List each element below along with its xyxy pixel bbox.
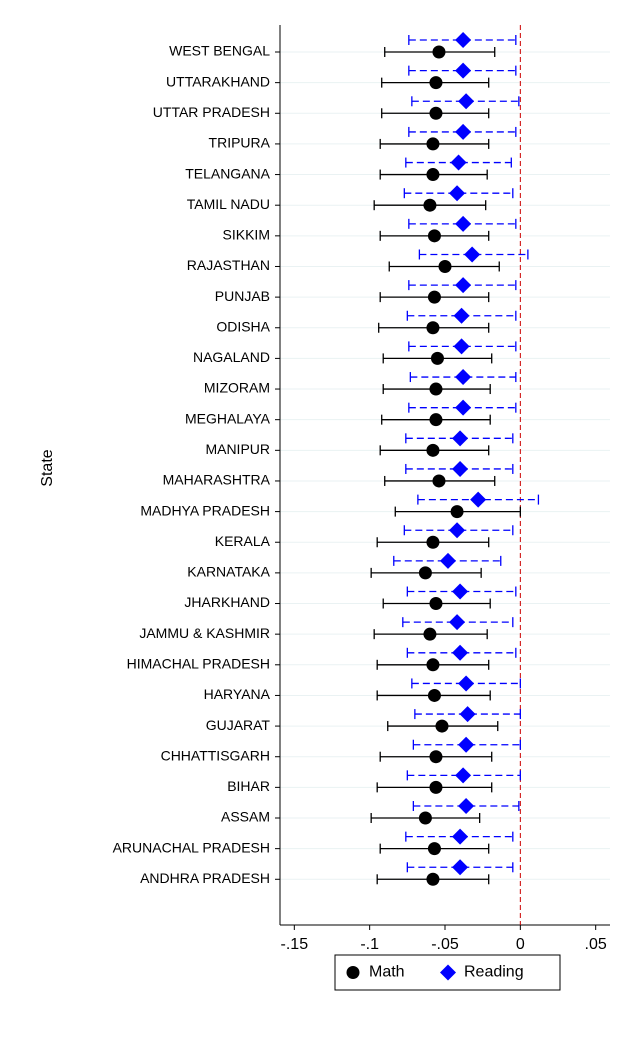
point bbox=[426, 443, 440, 457]
point bbox=[452, 644, 469, 661]
point bbox=[452, 460, 469, 477]
point bbox=[429, 597, 443, 611]
y-tick-label: PUNJAB bbox=[215, 288, 270, 304]
y-tick-label: CHHATTISGARH bbox=[161, 747, 270, 763]
y-tick-label: HIMACHAL PRADESH bbox=[127, 656, 270, 672]
point bbox=[458, 93, 475, 110]
y-tick-label: MEGHALAYA bbox=[185, 410, 271, 426]
point bbox=[440, 552, 457, 569]
point bbox=[455, 767, 472, 784]
legend-label: Reading bbox=[464, 964, 524, 981]
y-tick-label: GUJARAT bbox=[206, 717, 271, 733]
y-axis-title: State bbox=[39, 449, 56, 486]
point bbox=[418, 566, 432, 580]
point bbox=[427, 229, 441, 243]
point bbox=[426, 168, 440, 182]
point bbox=[455, 277, 472, 294]
point bbox=[426, 658, 440, 672]
legend-marker bbox=[346, 966, 360, 979]
y-tick-label: HARYANA bbox=[204, 686, 271, 702]
y-tick-label: TAMIL NADU bbox=[187, 196, 270, 212]
point bbox=[452, 828, 469, 845]
point bbox=[464, 246, 481, 263]
point bbox=[453, 338, 470, 355]
y-tick-label: ARUNACHAL PRADESH bbox=[113, 839, 270, 855]
x-tick-label: -.1 bbox=[360, 936, 379, 953]
y-tick-label: ANDHRA PRADESH bbox=[140, 870, 270, 886]
y-tick-label: MADHYA PRADESH bbox=[140, 502, 270, 518]
y-tick-label: MANIPUR bbox=[205, 441, 270, 457]
y-tick-label: UTTAR PRADESH bbox=[153, 104, 270, 120]
point bbox=[426, 137, 440, 151]
x-tick-label: -.15 bbox=[281, 936, 309, 953]
y-tick-label: JHARKHAND bbox=[184, 594, 270, 610]
point bbox=[455, 399, 472, 416]
y-tick-label: MIZORAM bbox=[204, 380, 270, 396]
y-tick-label: BIHAR bbox=[227, 778, 270, 794]
point bbox=[452, 583, 469, 600]
y-tick-label: TELANGANA bbox=[185, 165, 270, 181]
point bbox=[449, 522, 466, 539]
point bbox=[426, 535, 440, 549]
y-tick-label: JAMMU & KASHMIR bbox=[139, 625, 270, 641]
point bbox=[432, 45, 446, 59]
point bbox=[423, 198, 437, 212]
y-tick-label: ODISHA bbox=[216, 318, 270, 334]
point bbox=[418, 811, 432, 825]
point bbox=[435, 719, 449, 733]
point bbox=[429, 76, 443, 90]
point bbox=[429, 382, 443, 396]
y-tick-label: RAJASTHAN bbox=[187, 257, 270, 273]
point bbox=[449, 185, 466, 202]
y-tick-label: UTTARAKHAND bbox=[166, 73, 270, 89]
x-tick-label: 0 bbox=[516, 936, 525, 953]
point bbox=[455, 62, 472, 79]
point bbox=[452, 859, 469, 876]
y-tick-label: KERALA bbox=[215, 533, 271, 549]
point bbox=[449, 614, 466, 631]
point bbox=[426, 872, 440, 886]
y-tick-label: TRIPURA bbox=[209, 135, 271, 151]
point bbox=[426, 321, 440, 335]
point bbox=[423, 627, 437, 641]
point bbox=[452, 430, 469, 447]
point bbox=[450, 505, 464, 519]
point bbox=[455, 369, 472, 386]
point bbox=[455, 123, 472, 140]
point bbox=[429, 750, 443, 764]
point bbox=[455, 32, 472, 48]
point bbox=[429, 106, 443, 120]
point bbox=[438, 259, 452, 273]
y-tick-label: SIKKIM bbox=[223, 227, 270, 243]
point bbox=[458, 798, 475, 814]
point bbox=[432, 474, 446, 488]
point bbox=[450, 154, 467, 171]
point bbox=[427, 842, 441, 856]
y-tick-label: NAGALAND bbox=[193, 349, 270, 365]
point bbox=[470, 491, 487, 508]
y-tick-label: MAHARASHTRA bbox=[163, 472, 271, 488]
point bbox=[459, 706, 476, 723]
point bbox=[458, 675, 475, 692]
y-tick-label: ASSAM bbox=[221, 809, 270, 825]
x-tick-label: -.05 bbox=[431, 936, 459, 953]
point bbox=[453, 307, 470, 324]
point bbox=[458, 736, 475, 753]
point bbox=[427, 688, 441, 702]
point bbox=[455, 215, 472, 232]
legend-label: Math bbox=[369, 964, 405, 981]
point bbox=[429, 413, 443, 427]
point bbox=[430, 351, 444, 365]
point bbox=[429, 780, 443, 794]
legend-marker bbox=[440, 964, 456, 981]
y-tick-label: KARNATAKA bbox=[187, 564, 270, 580]
point bbox=[427, 290, 441, 304]
x-tick-label: .05 bbox=[585, 936, 607, 953]
y-tick-label: WEST BENGAL bbox=[169, 43, 270, 59]
